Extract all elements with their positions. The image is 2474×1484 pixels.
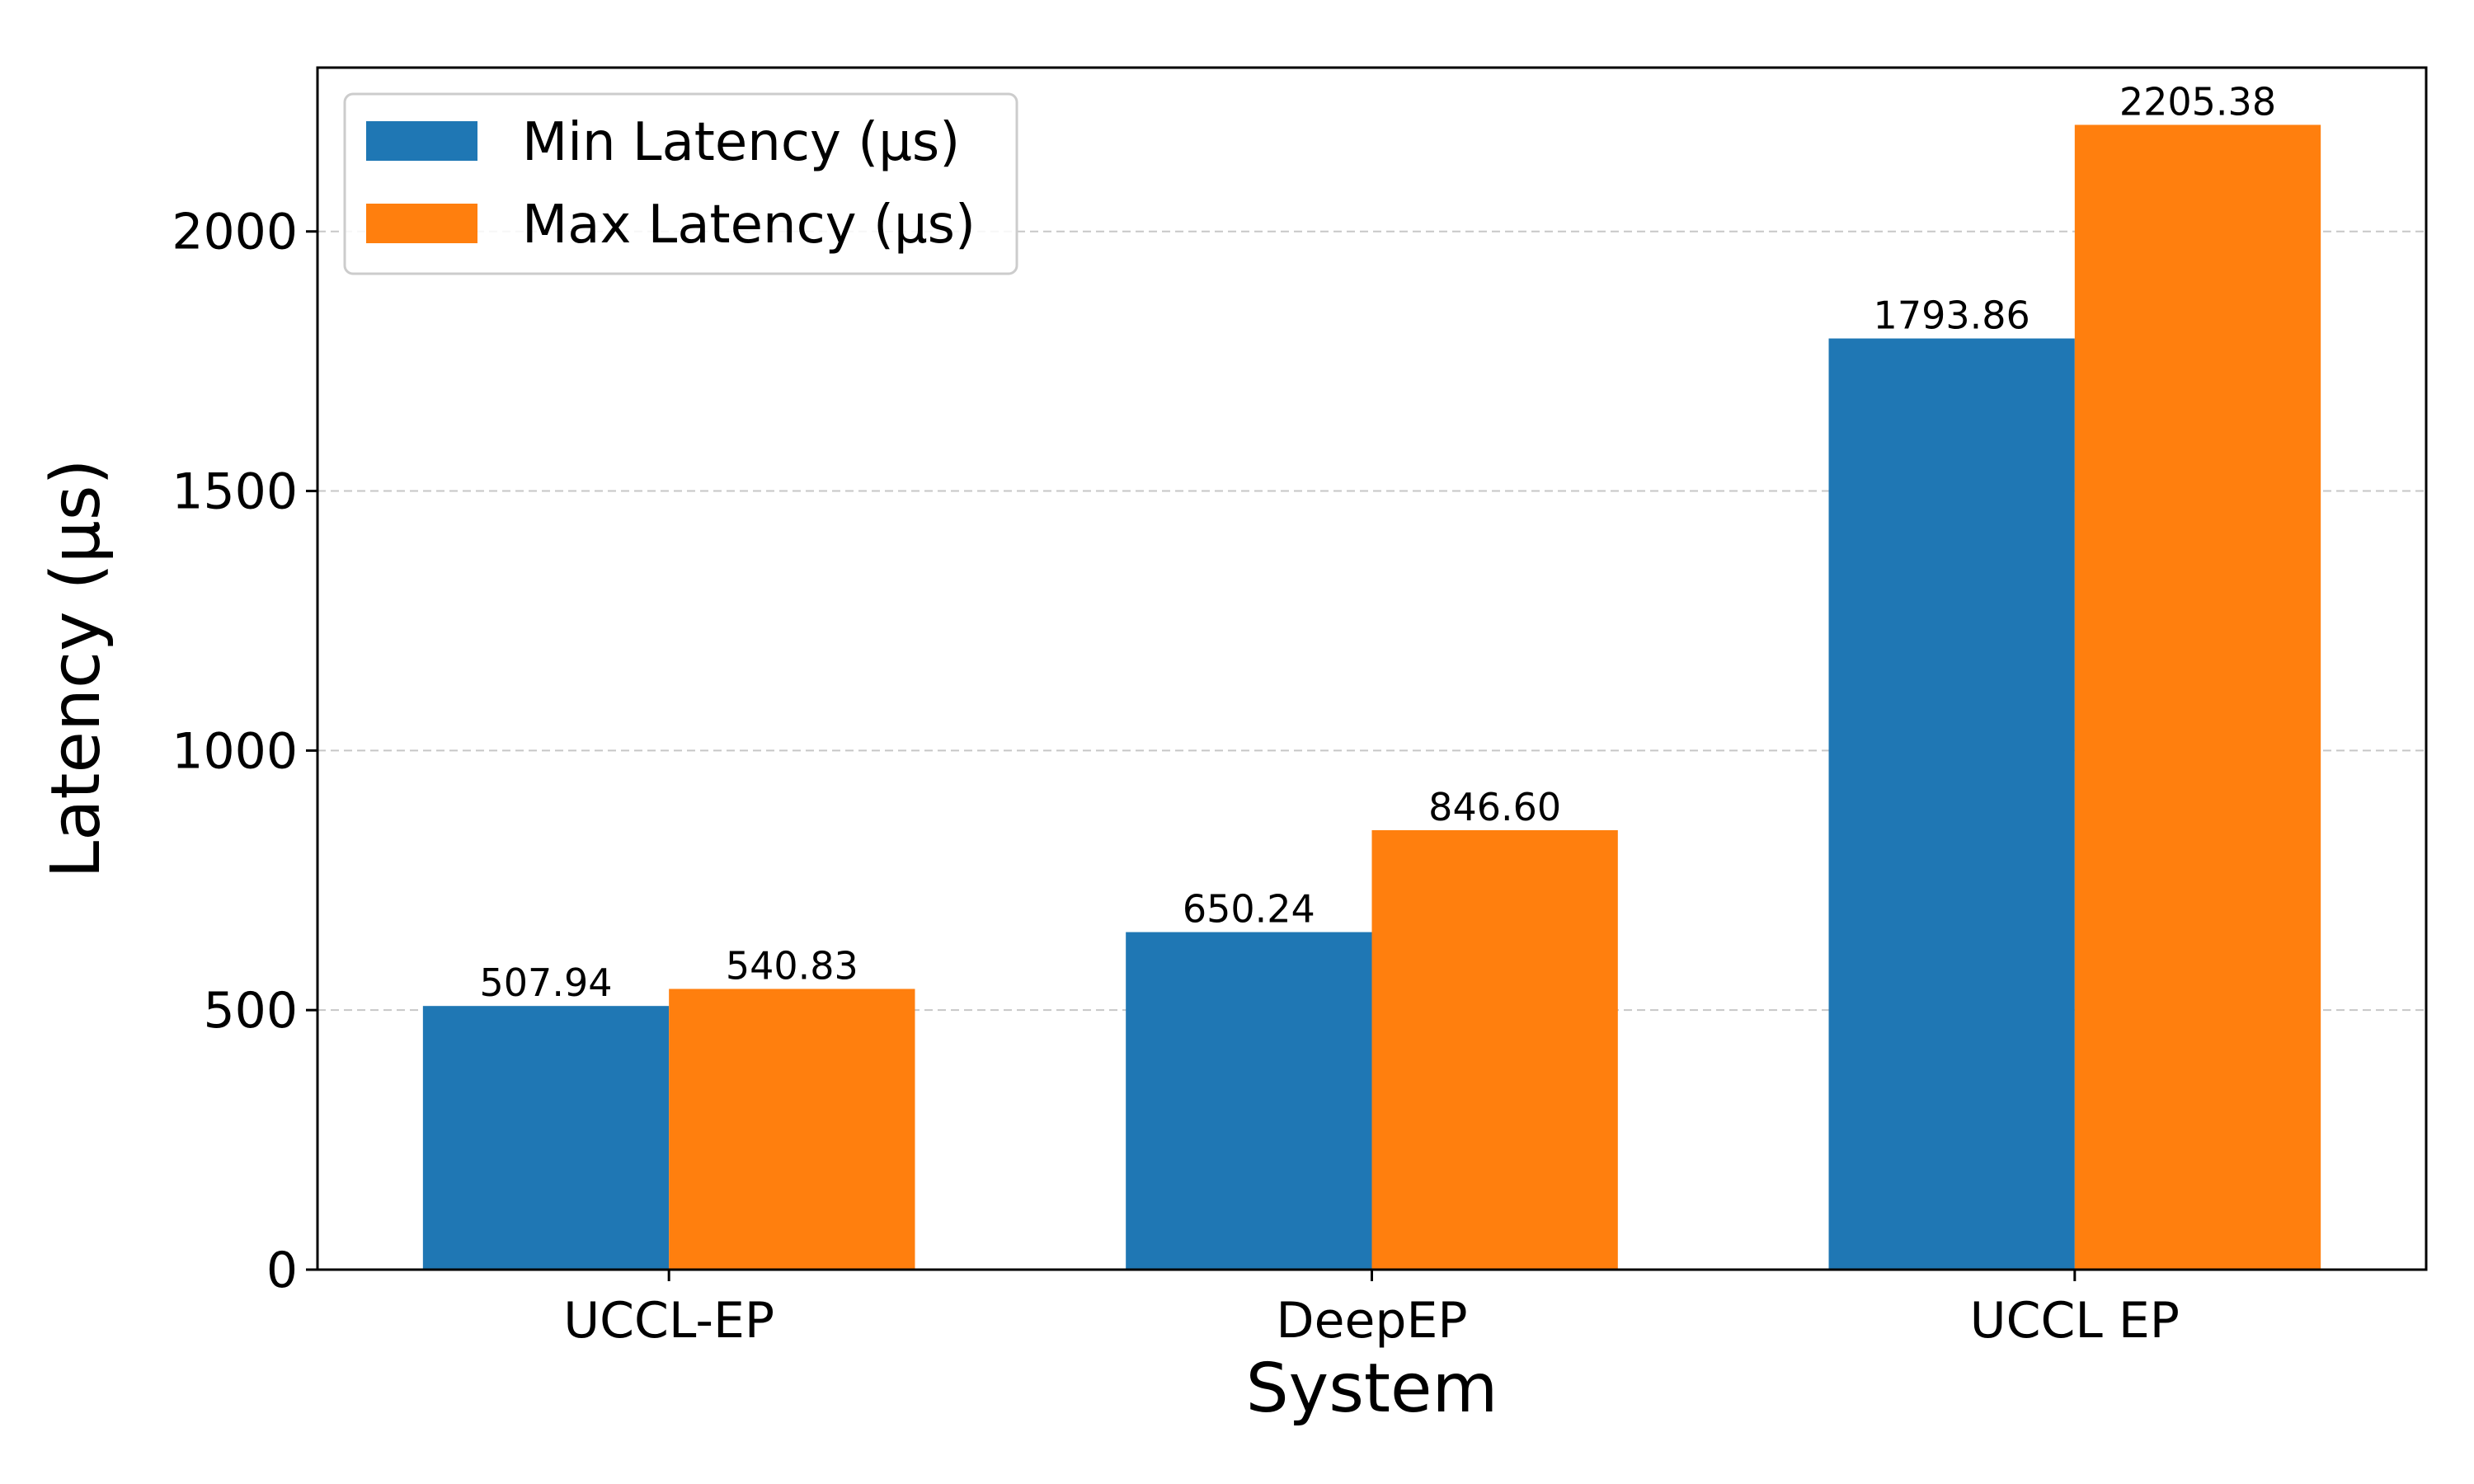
bar-max-deepep (1371, 829, 1618, 1270)
bar-max-uccl-ep (669, 989, 915, 1270)
data-label-max-deepep: 846.60 (1428, 785, 1561, 829)
legend: Min Latency (µs) Max Latency (µs) (343, 92, 1018, 275)
x-tick-label-deepep: DeepEP (1276, 1292, 1467, 1350)
data-label-min-deepep: 650.24 (1183, 887, 1315, 932)
y-axis-title: Latency (µs) (37, 458, 115, 878)
data-labels-layer: 507.94 540.83 650.24 846.60 1793.86 2205.38 (480, 79, 2277, 1005)
bar-min-deepep (1126, 932, 1372, 1270)
y-tick-label-0: 0 (266, 1242, 298, 1299)
bar-min-uccl-ep (422, 1006, 670, 1270)
y-tick-label-1000: 1000 (172, 722, 298, 780)
legend-box (343, 92, 1018, 275)
x-tick-label-uccl-ep: UCCL-EP (563, 1292, 774, 1350)
axis-layer: 0 500 1000 1500 2000 UCCL-EP DeepEP UCCL EP (172, 204, 2180, 1350)
data-label-max-uccl-ep: 540.83 (726, 943, 858, 988)
x-axis-title: System (1246, 1350, 1498, 1428)
bars-layer (422, 124, 2321, 1270)
data-label-min-uccl-ep: 507.94 (480, 960, 613, 1005)
x-tick-label-uccl-ep: UCCL EP (1970, 1292, 2180, 1350)
data-label-min-uccl-ep: 1793.86 (1874, 294, 2030, 338)
legend-label-max: Max Latency (µs) (522, 195, 976, 256)
y-tick-label-500: 500 (203, 982, 298, 1040)
legend-label-min: Min Latency (µs) (522, 112, 960, 173)
legend-swatch-min (366, 121, 477, 161)
bar-min-uccl-ep (1828, 338, 2075, 1270)
y-tick-label-1500: 1500 (172, 463, 298, 521)
y-tick-label-2000: 2000 (172, 204, 298, 261)
bar-max-uccl-ep (2074, 124, 2321, 1270)
legend-swatch-max (366, 204, 477, 243)
data-label-max-uccl-ep: 2205.38 (2119, 79, 2276, 124)
